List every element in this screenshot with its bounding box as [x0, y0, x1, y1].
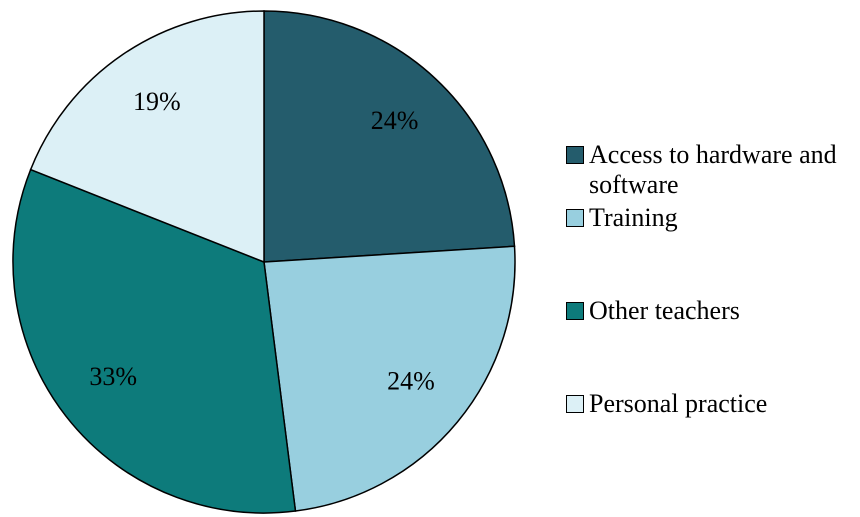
data-label: 19%: [133, 87, 181, 116]
legend-swatch: [566, 395, 584, 413]
legend-label: Personal practice: [589, 389, 768, 418]
chart: 24% 24% 33% 19%: [12, 10, 516, 514]
legend-label: Training: [589, 203, 678, 232]
legend-label: Other teachers: [589, 296, 740, 325]
pie-slice: [12, 168, 297, 514]
pie-slice: [263, 245, 516, 512]
legend-swatch: [566, 209, 584, 227]
legend-entry: Other teachers: [566, 296, 855, 326]
data-label: 24%: [371, 106, 419, 135]
legend-entry: Personal practice: [566, 389, 855, 419]
legend-entry: Training: [566, 203, 855, 233]
data-label: 24%: [387, 367, 435, 396]
legend: Access to hardware and software Training O…: [566, 0, 860, 517]
legend-label: Access to hardware and software: [589, 140, 837, 199]
legend-swatch: [566, 302, 584, 320]
legend-entry: Access to hardware and software: [566, 140, 855, 200]
legend-swatch: [566, 146, 584, 164]
data-label: 33%: [89, 362, 137, 391]
pie-slice: [29, 10, 265, 264]
pie-slice: [263, 10, 516, 263]
